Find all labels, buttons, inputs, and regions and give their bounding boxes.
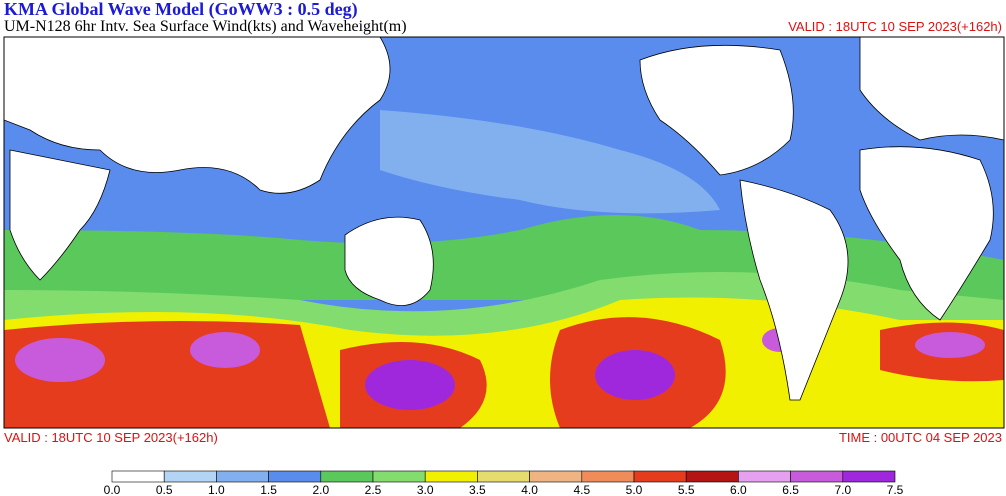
colorbar-tick-label: 3.5 (469, 483, 486, 496)
colorbar-box (163, 470, 217, 483)
colorbar: 0.0 0.5 1.0 1.5 2.0 2.5 3.0 3.5 4.0 4.5 5.0 5.5 6.0 6… (104, 470, 904, 496)
colorbar-box (320, 470, 374, 483)
colorbar-tick-label: 0.5 (156, 483, 173, 496)
colorbar-tick-label: 4.0 (521, 483, 538, 496)
colorbar-box (633, 470, 687, 483)
land (639, 44, 794, 176)
wave-peak (15, 338, 105, 382)
colorbar-tick-label: 1.0 (208, 483, 225, 496)
colorbar-box (738, 470, 791, 483)
wave-peak (595, 350, 675, 400)
wave-peak (190, 332, 260, 368)
colorbar-tick-label: 2.5 (365, 483, 382, 496)
colorbar-box (216, 470, 269, 483)
colorbar-tick-label: 6.0 (730, 483, 747, 496)
colorbar-tick-label: 2.0 (312, 483, 329, 496)
colorbar-box (372, 470, 426, 483)
colorbar-box (842, 470, 896, 483)
colorbar-box (424, 470, 478, 483)
colorbar-box (477, 470, 530, 483)
colorbar-box (685, 470, 739, 483)
land (344, 216, 434, 307)
colorbar-tick-label: 0.0 (104, 483, 121, 496)
colorbar-box (581, 470, 635, 483)
colorbar-tick-label: 3.0 (417, 483, 434, 496)
colorbar-tick-label: 1.5 (260, 483, 277, 496)
wave-zone (380, 110, 720, 214)
colorbar-tick-label: 5.0 (626, 483, 643, 496)
wave-peak (915, 332, 985, 358)
colorbar-tick-label: 5.5 (678, 483, 695, 496)
land (859, 37, 1004, 141)
title: KMA Global Wave Model (GoWW3 : 0.5 deg) (4, 0, 358, 20)
land (9, 149, 111, 281)
map-frame (3, 36, 1005, 429)
wave-peak (365, 360, 455, 410)
init-time: TIME : 00UTC 04 SEP 2023 (839, 430, 1002, 445)
subtitle: UM-N128 6hr Intv. Sea Surface Wind(kts) … (4, 18, 407, 35)
valid-top: VALID : 18UTC 10 SEP 2023(+162h) (788, 19, 1002, 34)
colorbar-box (111, 470, 165, 483)
colorbar-box (790, 470, 844, 483)
colorbar-tick-label: 4.5 (573, 483, 590, 496)
colorbar-box (529, 470, 583, 483)
colorbar-tick-label: 7.0 (834, 483, 851, 496)
colorbar-tick-label: 6.5 (782, 483, 799, 496)
land (4, 37, 391, 194)
valid-bottom: VALID : 18UTC 10 SEP 2023(+162h) (4, 430, 218, 445)
colorbar-tick-label: 7.5 (887, 483, 904, 496)
colorbar-box (268, 470, 322, 483)
map (3, 36, 1005, 429)
land (739, 179, 849, 401)
land (859, 146, 994, 321)
